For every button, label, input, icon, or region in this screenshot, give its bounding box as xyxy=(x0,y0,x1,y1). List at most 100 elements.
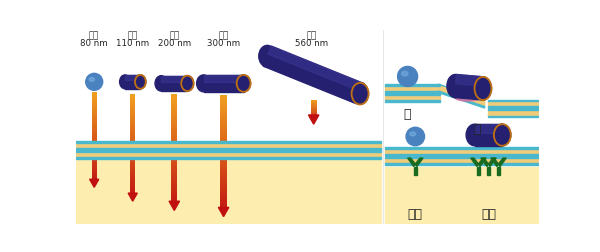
Bar xyxy=(130,173,136,176)
Bar xyxy=(171,194,178,198)
Text: 筒状: 筒状 xyxy=(218,32,229,41)
Bar xyxy=(171,113,178,116)
Polygon shape xyxy=(439,91,485,108)
Text: 球状: 球状 xyxy=(89,32,100,41)
Polygon shape xyxy=(161,76,187,91)
Bar xyxy=(171,161,178,165)
Bar xyxy=(385,95,440,100)
Polygon shape xyxy=(454,75,484,100)
Bar xyxy=(130,190,136,194)
Bar xyxy=(488,100,538,101)
Bar xyxy=(92,174,97,177)
Bar xyxy=(385,154,539,156)
Ellipse shape xyxy=(494,124,511,146)
Bar xyxy=(385,147,539,149)
Polygon shape xyxy=(407,158,415,167)
Bar xyxy=(311,110,317,111)
Bar xyxy=(171,191,178,194)
Ellipse shape xyxy=(135,75,146,89)
Bar xyxy=(311,101,317,102)
Polygon shape xyxy=(491,158,499,167)
Bar xyxy=(497,167,500,175)
Text: 単点: 単点 xyxy=(408,208,423,221)
Bar xyxy=(92,116,97,119)
Bar xyxy=(130,118,136,122)
Polygon shape xyxy=(478,158,486,167)
Bar xyxy=(220,153,227,157)
Bar xyxy=(311,114,317,115)
Bar xyxy=(92,92,97,95)
Bar xyxy=(130,122,136,125)
Bar xyxy=(220,161,227,165)
Bar xyxy=(92,98,97,101)
Circle shape xyxy=(398,67,418,86)
Bar xyxy=(92,162,97,165)
Bar xyxy=(488,101,538,107)
Polygon shape xyxy=(481,158,488,167)
Bar xyxy=(385,164,539,165)
Polygon shape xyxy=(125,75,140,89)
Bar xyxy=(130,180,136,183)
Bar xyxy=(171,94,178,98)
Polygon shape xyxy=(263,46,364,104)
Bar xyxy=(130,142,136,146)
Ellipse shape xyxy=(352,83,368,104)
Bar xyxy=(130,176,136,180)
Polygon shape xyxy=(308,115,319,124)
Polygon shape xyxy=(268,46,364,92)
Bar xyxy=(311,102,317,103)
Bar xyxy=(385,158,539,164)
Bar xyxy=(171,105,178,109)
Bar xyxy=(311,113,317,114)
Bar xyxy=(130,156,136,159)
Bar xyxy=(171,172,178,176)
Bar xyxy=(311,100,317,101)
Bar xyxy=(92,122,97,125)
Bar xyxy=(76,157,380,159)
Bar xyxy=(171,187,178,191)
Polygon shape xyxy=(475,124,502,133)
Bar xyxy=(220,126,227,130)
Polygon shape xyxy=(439,86,485,107)
Bar xyxy=(311,112,317,113)
Bar xyxy=(220,134,227,138)
Bar xyxy=(311,104,317,105)
Ellipse shape xyxy=(410,132,416,136)
Bar xyxy=(171,109,178,113)
Ellipse shape xyxy=(89,78,95,81)
Bar xyxy=(311,106,317,107)
Bar xyxy=(171,98,178,102)
Bar xyxy=(220,200,227,204)
Bar xyxy=(92,165,97,168)
Bar xyxy=(171,168,178,172)
Bar xyxy=(220,157,227,161)
Bar xyxy=(220,142,227,146)
Polygon shape xyxy=(218,207,229,216)
Polygon shape xyxy=(455,75,484,86)
Bar xyxy=(220,196,227,200)
Ellipse shape xyxy=(403,81,413,86)
Bar xyxy=(76,143,380,148)
Bar xyxy=(171,116,178,120)
Text: 多点: 多点 xyxy=(481,208,496,221)
Bar xyxy=(92,159,97,162)
Bar xyxy=(171,165,178,168)
Bar xyxy=(311,109,317,110)
Bar xyxy=(92,125,97,128)
Bar xyxy=(171,146,178,150)
Bar xyxy=(76,160,380,224)
Polygon shape xyxy=(471,158,478,167)
Text: 80 nm: 80 nm xyxy=(80,39,108,48)
Bar xyxy=(220,103,227,107)
Bar xyxy=(311,111,317,112)
Polygon shape xyxy=(415,158,423,167)
Bar xyxy=(385,156,539,158)
Ellipse shape xyxy=(455,93,481,101)
Bar xyxy=(92,134,97,137)
Bar xyxy=(311,115,317,116)
Polygon shape xyxy=(161,76,187,82)
Ellipse shape xyxy=(197,75,211,92)
Bar xyxy=(171,135,178,139)
Circle shape xyxy=(86,73,103,90)
Bar xyxy=(220,138,227,142)
